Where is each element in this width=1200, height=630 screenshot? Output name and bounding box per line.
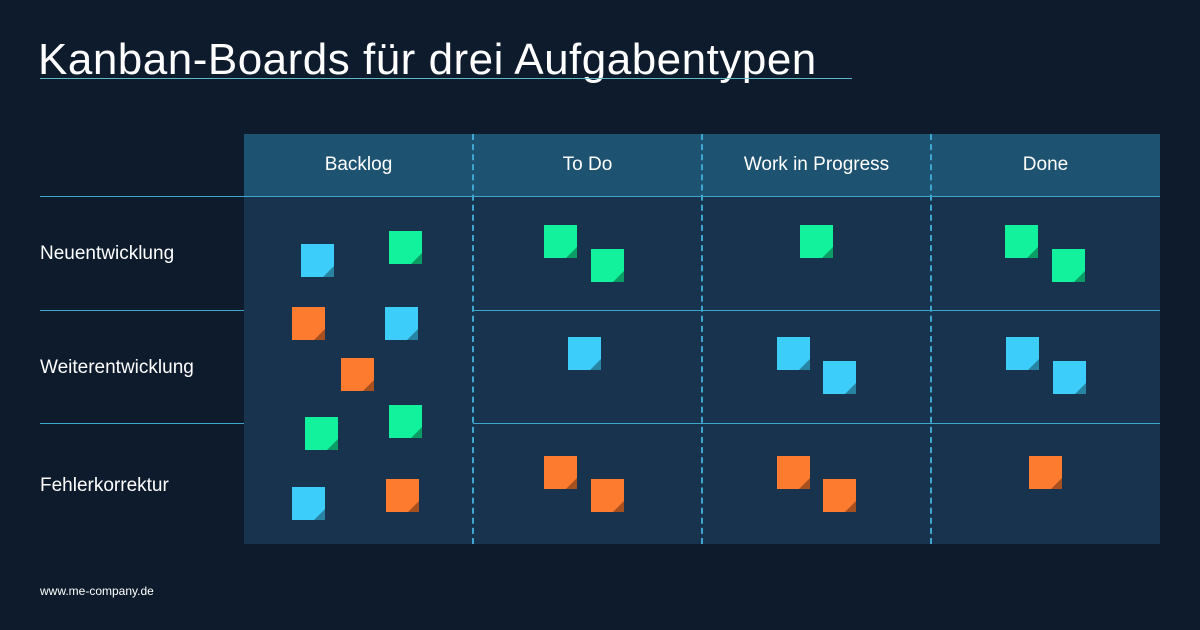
column-divider: [930, 134, 932, 544]
website-url: www.me-company.de: [40, 584, 154, 598]
sticky-note-orange: [591, 479, 624, 512]
sticky-note-blue: [1006, 337, 1039, 370]
sticky-note-green: [389, 405, 422, 438]
column-divider: [701, 134, 703, 544]
sticky-note-orange: [386, 479, 419, 512]
row-divider: [40, 423, 244, 424]
row-divider: [40, 196, 1160, 197]
sticky-note-orange: [1029, 456, 1062, 489]
sticky-note-blue: [385, 307, 418, 340]
column-header-wip: Work in Progress: [743, 154, 890, 175]
title-underline: [40, 78, 852, 79]
row-label-weiterentwicklung: Weiterentwicklung: [40, 357, 194, 378]
column-header-todo: To Do: [562, 154, 613, 175]
sticky-note-blue: [1053, 361, 1086, 394]
row-divider: [40, 310, 244, 311]
sticky-note-green: [389, 231, 422, 264]
sticky-note-blue: [568, 337, 601, 370]
sticky-note-blue: [777, 337, 810, 370]
column-header-backlog: Backlog: [324, 154, 393, 175]
sticky-note-orange: [341, 358, 374, 391]
row-label-fehlerkorrektur: Fehlerkorrektur: [40, 475, 169, 496]
sticky-note-green: [305, 417, 338, 450]
sticky-note-green: [800, 225, 833, 258]
sticky-note-orange: [777, 456, 810, 489]
row-label-neuentwicklung: Neuentwicklung: [40, 243, 175, 264]
sticky-note-green: [1005, 225, 1038, 258]
sticky-note-blue: [823, 361, 856, 394]
page-title: Kanban-Boards für drei Aufgabentypen: [38, 35, 817, 84]
row-divider: [473, 423, 1160, 424]
row-divider: [473, 310, 1160, 311]
sticky-note-green: [591, 249, 624, 282]
column-header-done: Done: [1022, 154, 1069, 175]
sticky-note-orange: [823, 479, 856, 512]
sticky-note-blue: [301, 244, 334, 277]
sticky-note-green: [544, 225, 577, 258]
sticky-note-orange: [292, 307, 325, 340]
sticky-note-green: [1052, 249, 1085, 282]
sticky-note-blue: [292, 487, 325, 520]
sticky-note-orange: [544, 456, 577, 489]
column-divider: [472, 134, 474, 544]
